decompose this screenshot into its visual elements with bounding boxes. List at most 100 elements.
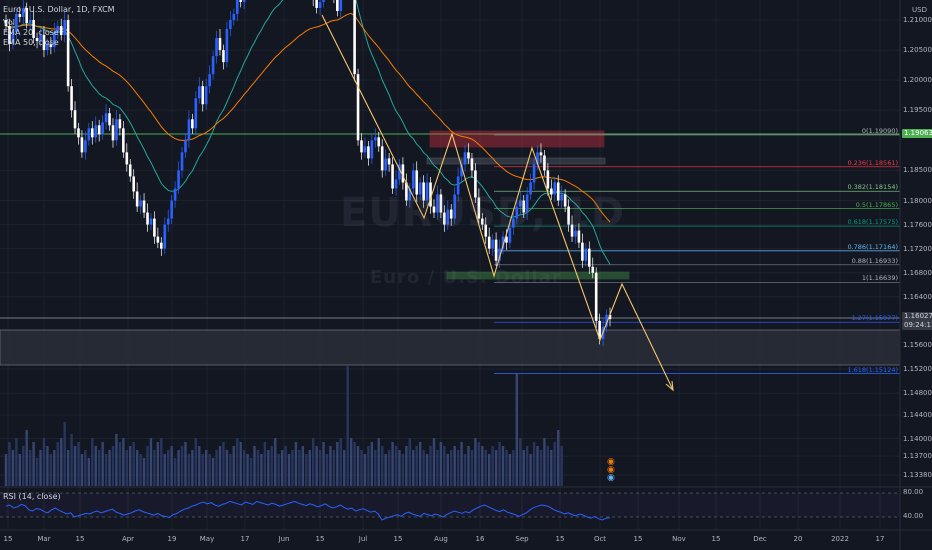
volume-bar <box>308 450 311 486</box>
volume-bar <box>87 458 91 486</box>
fib-lines-layer <box>494 134 900 374</box>
candle-body <box>463 152 467 165</box>
candle-body <box>508 227 512 243</box>
ema-fast-line <box>5 0 611 265</box>
volume-bar <box>408 438 412 486</box>
candle-body <box>28 20 32 24</box>
candle-body <box>94 125 98 138</box>
volume-bar <box>53 450 56 486</box>
volume-bar <box>32 442 35 486</box>
date-tick-label: 17 <box>875 535 885 543</box>
volume-bar <box>129 446 132 486</box>
volume-bar <box>80 454 84 486</box>
volume-bar <box>163 454 166 486</box>
events-icon[interactable]: ◉ ◉ ◉ <box>607 457 615 483</box>
volume-bar <box>394 446 398 486</box>
candle-body <box>222 50 225 63</box>
volume-bar <box>539 450 543 486</box>
zones-layer <box>0 130 901 366</box>
candle-body <box>211 56 215 75</box>
volume-bar <box>225 450 229 486</box>
volume-bar <box>481 446 484 486</box>
fib-level-label: 0.382(1.18154) <box>847 183 898 192</box>
candle-body <box>518 200 522 207</box>
volume-bar <box>167 450 170 486</box>
candle-body <box>587 248 591 267</box>
candle-body <box>584 248 588 261</box>
candle-body <box>605 314 608 327</box>
volume-bar <box>77 442 80 486</box>
legend-volume[interactable]: Vol <box>3 18 15 27</box>
rsi-level-low: 40.00 <box>903 512 924 520</box>
candle-body <box>498 248 501 261</box>
volume-bar <box>91 438 94 486</box>
chart-grid <box>0 0 900 530</box>
price-tick-label: 1.19500 <box>903 106 932 115</box>
candle-body <box>363 146 367 153</box>
volume-bar <box>505 450 508 486</box>
grey-zone <box>426 157 606 165</box>
candle-body <box>25 7 29 24</box>
candle-body <box>149 218 153 225</box>
candle-body <box>532 164 536 183</box>
candle-body <box>122 128 125 153</box>
candle-body <box>553 182 557 195</box>
candle-body <box>591 266 595 273</box>
volume-bar <box>211 458 215 486</box>
volume-bar <box>104 454 108 486</box>
candle-body <box>39 35 42 42</box>
date-tick-label: Nov <box>672 535 686 543</box>
rsi-line <box>5 500 611 521</box>
candle-body <box>53 32 56 48</box>
candle-body <box>235 0 239 14</box>
volume-bar <box>401 454 405 486</box>
volume-bar <box>305 454 308 486</box>
volume-bar <box>456 450 460 486</box>
candle-body <box>180 152 184 171</box>
volume-bar <box>384 454 387 486</box>
date-tick-label: Apr <box>121 535 135 543</box>
candle-body <box>394 179 398 189</box>
candle-body <box>215 38 218 57</box>
date-tick-label: Oct <box>593 535 607 543</box>
candle-body <box>184 140 187 153</box>
candle-body <box>356 74 360 141</box>
candle-body <box>160 242 163 249</box>
candle-body <box>484 224 488 237</box>
volume-bar <box>432 438 436 486</box>
volume-bar <box>522 450 525 486</box>
volume-bar <box>287 454 291 486</box>
rsi-level-high: 80.00 <box>903 488 924 496</box>
candle-body <box>322 0 325 2</box>
legend-ema-fast[interactable]: EMA 20, close <box>3 28 59 37</box>
candle-body <box>63 20 66 36</box>
volume-bar <box>529 454 532 486</box>
candle-body <box>87 128 91 141</box>
candle-body <box>15 13 18 33</box>
volume-bar <box>125 450 128 486</box>
candle-body <box>525 194 529 213</box>
candle-body <box>142 200 146 213</box>
volume-bar <box>101 442 104 486</box>
price-tick-label: 1.21000 <box>903 16 932 24</box>
volume-bar <box>153 450 156 486</box>
candle-body <box>146 212 149 225</box>
demand-zone <box>0 329 901 366</box>
rsi-legend[interactable]: RSI (14, close) <box>3 492 61 501</box>
volume-bar <box>215 450 218 486</box>
candle-body <box>339 0 343 11</box>
candle-body <box>187 119 191 141</box>
date-tick-label: 2022 <box>831 535 849 543</box>
candle-body <box>336 0 339 11</box>
candle-body <box>229 20 232 30</box>
legend-ema-slow[interactable]: EMA 50, close <box>3 38 59 47</box>
legend-symbol[interactable]: Euro / U.S. Dollar, 1D, FXCM <box>3 5 115 14</box>
volume-bar <box>263 442 267 486</box>
candle-body <box>225 29 229 63</box>
price-tick-label: 1.20000 <box>903 76 932 85</box>
volume-bar <box>149 438 153 486</box>
candle-body <box>201 86 205 105</box>
candle-body <box>73 110 77 129</box>
volume-bar <box>443 446 446 486</box>
